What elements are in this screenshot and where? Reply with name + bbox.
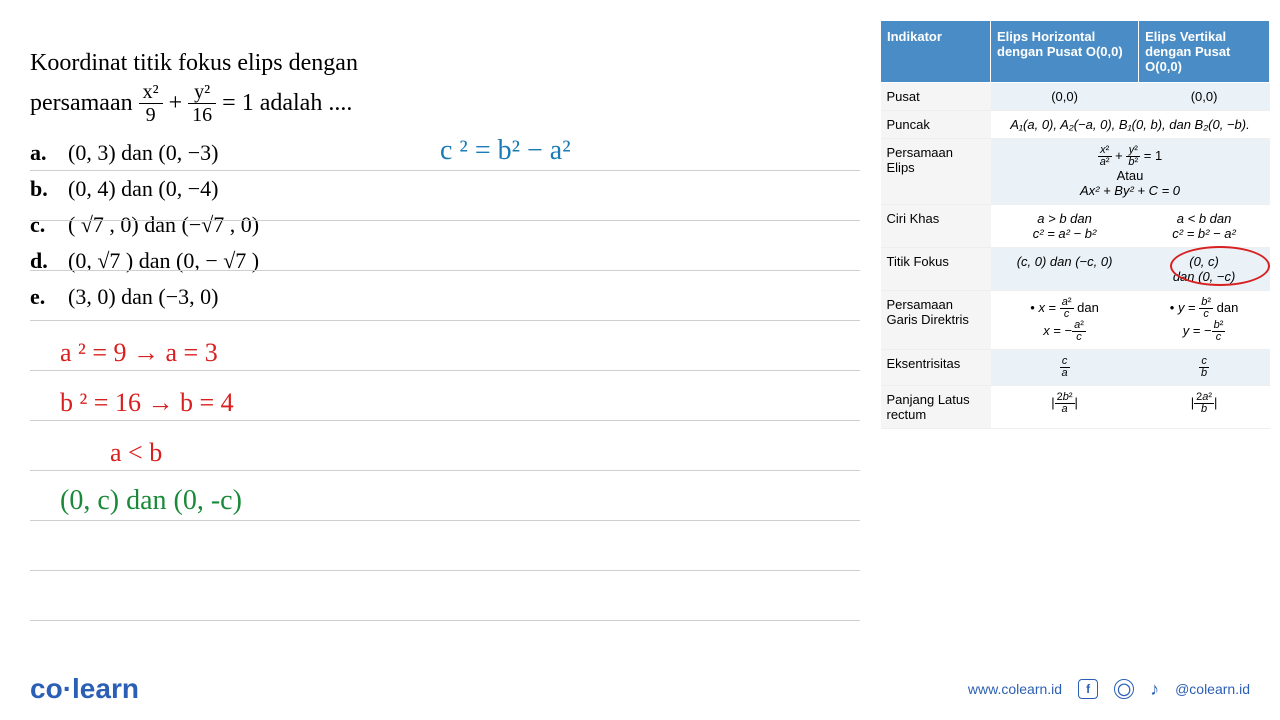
footer-url[interactable]: www.colearn.id [968, 681, 1062, 697]
frac1-num: x² [139, 81, 163, 104]
row-direktris-v: • y = b²c dany = −b²c [1139, 291, 1270, 350]
handwriting-red-1: a ² = 9 → a = 3 [60, 338, 218, 368]
handwriting-red-3: a < b [110, 438, 162, 468]
logo-part2: learn [72, 673, 139, 704]
row-puncak-span: A₁(a, 0), A₂(−a, 0), B₁(0, b), dan B₂(0,… [991, 111, 1270, 139]
facebook-icon[interactable]: f [1078, 679, 1098, 699]
row-pusat-h: (0,0) [991, 83, 1139, 111]
frac2-num: y² [188, 81, 216, 104]
reference-table: Indikator Elips Horizontal dengan Pusat … [880, 20, 1270, 429]
plus-sign: + [169, 90, 183, 117]
row-direktris-label: Persamaan Garis Direktris [881, 291, 991, 350]
row-latus-v: |2a²b| [1139, 386, 1270, 429]
row-eksen-v: cb [1139, 350, 1270, 386]
handwriting-red-2: b ² = 16 → b = 4 [60, 388, 234, 418]
fraction-1: x² 9 [139, 81, 163, 126]
brand-logo: co·learn [30, 673, 139, 705]
question-equation: persamaan x² 9 + y² 16 = 1 adalah .... [30, 81, 860, 126]
row-pusat-label: Pusat [881, 83, 991, 111]
row-pusat-v: (0,0) [1139, 83, 1270, 111]
logo-part1: co [30, 673, 63, 704]
fraction-2: y² 16 [188, 81, 216, 126]
row-latus-h: |2b²a| [991, 386, 1139, 429]
row-fokus-label: Titik Fokus [881, 248, 991, 291]
eq-alt: Ax² + By² + C = 0 [1080, 183, 1180, 198]
th-horizontal: Elips Horizontal dengan Pusat O(0,0) [991, 21, 1139, 83]
row-eksen-label: Eksentrisitas [881, 350, 991, 386]
th-indikator: Indikator [881, 21, 991, 83]
handwriting-green: (0, c) dan (0, -c) [60, 485, 242, 517]
eq-suffix: = 1 adalah .... [222, 90, 352, 117]
instagram-icon[interactable]: ◯ [1114, 679, 1134, 699]
frac1-den: 9 [139, 104, 163, 126]
row-ciri-h: a > b dan c² = a² − b² [991, 205, 1139, 248]
row-puncak-label: Puncak [881, 111, 991, 139]
row-persamaan-content: x²a² + y²b² = 1 Atau Ax² + By² + C = 0 [991, 139, 1270, 205]
eq-prefix: persamaan [30, 90, 133, 117]
footer-handle[interactable]: @colearn.id [1175, 681, 1250, 697]
th-vertikal: Elips Vertikal dengan Pusat O(0,0) [1139, 21, 1270, 83]
row-persamaan-label: Persamaan Elips [881, 139, 991, 205]
frac2-den: 16 [188, 104, 216, 126]
row-direktris-h: • x = a²c danx = −a²c [991, 291, 1139, 350]
row-eksen-h: ca [991, 350, 1139, 386]
handwriting-blue: c ² = b² − a² [440, 135, 571, 167]
eq-note: Atau [1117, 168, 1144, 183]
row-ciri-v: a < b dan c² = b² − a² [1139, 205, 1270, 248]
ruled-lines [30, 170, 860, 670]
row-ciri-label: Ciri Khas [881, 205, 991, 248]
footer: co·learn www.colearn.id f ◯ ♪ @colearn.i… [0, 673, 1280, 705]
option-a-text: (0, 3) dan (0, −3) [68, 140, 218, 166]
row-latus-label: Panjang Latus rectum [881, 386, 991, 429]
question-title: Koordinat titik fokus elips dengan [30, 50, 860, 77]
tiktok-icon[interactable]: ♪ [1150, 679, 1159, 700]
red-circle-highlight [1170, 246, 1270, 286]
row-fokus-h: (c, 0) dan (−c, 0) [991, 248, 1139, 291]
